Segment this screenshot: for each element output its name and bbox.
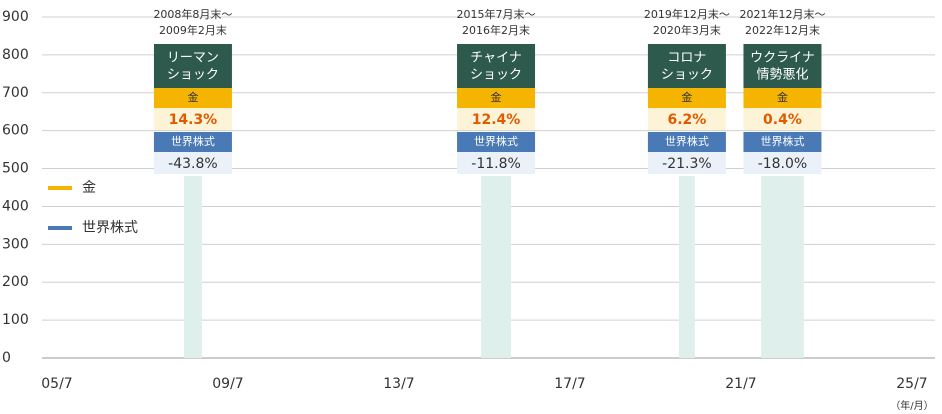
event-name: チャイナ (470, 51, 522, 66)
event-series-header (457, 88, 536, 108)
event-value-box (457, 152, 536, 174)
event-value: 6.2% (668, 112, 707, 128)
event-shade (183, 176, 202, 358)
event-series-header (153, 88, 232, 108)
event-series-header (647, 88, 726, 108)
x-tick-label: 25/7 (896, 376, 927, 392)
event-period: 2008年8月末～ (153, 7, 232, 21)
event-name: リーマン (167, 51, 219, 66)
event-name-box (457, 44, 536, 88)
event-period: 2009年2月末 (159, 23, 227, 37)
y-tick-label: 500 (2, 161, 29, 177)
event-name-box (743, 44, 822, 88)
event-series-label: 金 (681, 90, 692, 104)
event-value-box (743, 152, 822, 174)
event-name: ショック (167, 68, 219, 83)
event-value: 12.4% (472, 112, 521, 128)
event-period: 2015年7月末～ (457, 7, 536, 21)
event-name-box (647, 44, 726, 88)
x-axis-label: （年/月） (890, 399, 933, 412)
event-name: コロナ (667, 51, 706, 66)
event-series-header (153, 132, 232, 152)
event-series-label: 世界株式 (474, 134, 518, 148)
event-name: 情勢悪化 (756, 68, 808, 83)
event-period: 2021年12月末～ (739, 7, 825, 21)
event-name-box (153, 44, 232, 88)
event-period: 2020年3月末 (653, 23, 721, 37)
event-series-label: 世界株式 (760, 134, 804, 148)
event-value-box (457, 108, 536, 130)
event-series-header (457, 132, 536, 152)
event-value: -43.8% (168, 156, 218, 172)
y-tick-label: 200 (2, 274, 29, 290)
x-tick-label: 05/7 (41, 376, 72, 392)
event-value-box (743, 108, 822, 130)
y-tick-label: 800 (2, 47, 29, 63)
y-tick-label: 400 (2, 198, 29, 214)
event-series-label: 金 (491, 90, 502, 104)
legend-label: 金 (82, 180, 96, 196)
event-value: 14.3% (169, 112, 218, 128)
event-value-box (153, 152, 232, 174)
x-tick-label: 21/7 (725, 376, 756, 392)
y-tick-label: 100 (2, 312, 29, 328)
x-tick-label: 17/7 (554, 376, 585, 392)
event-series-label: 世界株式 (171, 134, 215, 148)
event-value: 0.4% (763, 112, 802, 128)
legend-label: 世界株式 (82, 220, 138, 236)
event-value: -11.8% (471, 156, 521, 172)
event-value: -18.0% (758, 156, 808, 172)
event-value-box (153, 108, 232, 130)
event-period: 2019年12月末～ (644, 7, 730, 21)
x-tick-label: 13/7 (383, 376, 414, 392)
y-tick-label: 300 (2, 236, 29, 252)
event-value: -21.3% (662, 156, 712, 172)
event-name: ウクライナ (750, 51, 815, 66)
event-series-label: 金 (777, 90, 788, 104)
event-value-box (647, 108, 726, 130)
event-shade (679, 176, 695, 358)
event-series-header (647, 132, 726, 152)
event-name: ショック (661, 68, 713, 83)
event-series-header (743, 132, 822, 152)
event-name: ショック (470, 68, 522, 83)
y-tick-label: 900 (2, 9, 29, 25)
event-value-box (647, 152, 726, 174)
event-shade (761, 176, 804, 358)
event-series-label: 金 (187, 90, 198, 104)
event-series-label: 世界株式 (665, 134, 709, 148)
y-tick-label: 0 (2, 350, 11, 366)
event-period: 2022年12月末 (745, 23, 820, 37)
event-period: 2016年2月末 (462, 23, 530, 37)
event-series-header (743, 88, 822, 108)
event-shade (481, 176, 512, 358)
y-tick-label: 600 (2, 123, 29, 139)
x-tick-label: 09/7 (212, 376, 243, 392)
y-tick-label: 700 (2, 85, 29, 101)
